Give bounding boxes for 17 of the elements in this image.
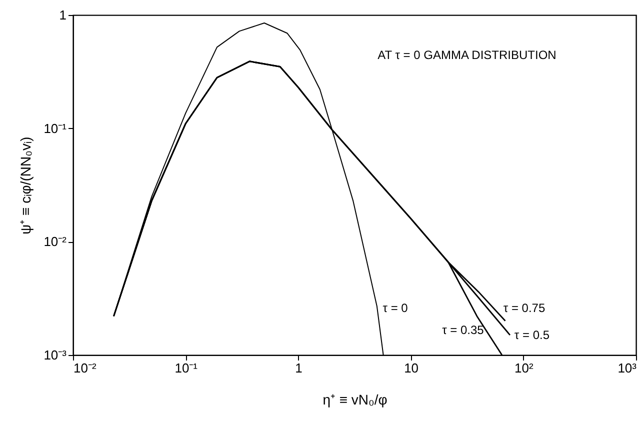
y-tick-label: 10⁻²	[44, 234, 68, 250]
x-tick-label: 10⁻¹	[174, 360, 198, 376]
x-tick-label: 10³	[618, 360, 638, 376]
x-tick-label: 10²	[514, 360, 534, 376]
y-axis-title: ψ⁺ ≡ cᵢφ/(NN₀vᵢ)	[18, 136, 34, 234]
annotation: AT τ = 0 GAMMA DISTRIBUTION	[378, 48, 556, 62]
x-tick-label: 1	[295, 360, 302, 376]
x-tick-label: 10⁻²	[74, 360, 97, 376]
y-tick-label: 10⁻³	[44, 348, 68, 362]
series-label: τ = 0	[382, 301, 408, 315]
x-tick-label: 10	[404, 360, 419, 376]
y-tick-label: 10⁻¹	[44, 120, 68, 136]
series-label: τ = 0.5	[514, 328, 550, 342]
x-axis-title: η⁺ ≡ vN₀/φ	[322, 392, 388, 408]
series-label: τ = 0.35	[442, 323, 484, 337]
y-tick-label: 1	[59, 8, 66, 22]
series-label: τ = 0.75	[503, 300, 546, 315]
